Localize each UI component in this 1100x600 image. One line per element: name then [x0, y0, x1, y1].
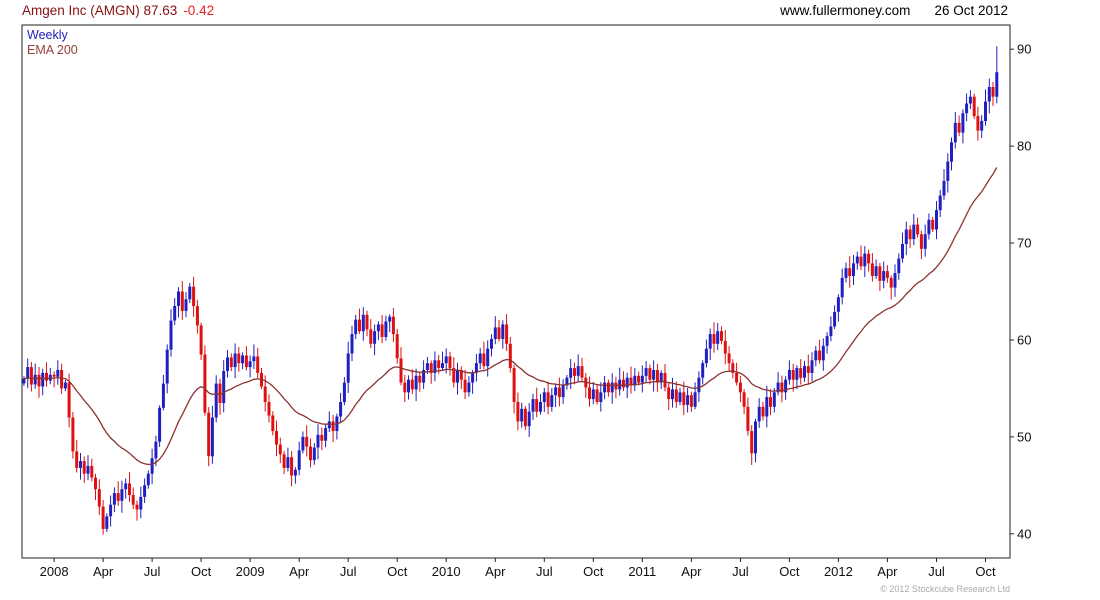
svg-text:Jul: Jul: [340, 564, 357, 579]
chart-header-left: Amgen Inc (AMGN) 87.63 -0.42: [22, 3, 214, 18]
svg-text:Apr: Apr: [681, 564, 702, 579]
svg-text:2009: 2009: [236, 564, 265, 579]
website-link[interactable]: www.fullermoney.com: [780, 3, 911, 18]
instrument-title: Amgen Inc (AMGN) 87.63: [22, 3, 178, 18]
svg-text:Oct: Oct: [975, 564, 996, 579]
svg-text:40: 40: [1017, 526, 1031, 541]
svg-text:Oct: Oct: [387, 564, 408, 579]
chart-legend: Weekly EMA 200: [27, 28, 78, 58]
svg-text:2008: 2008: [40, 564, 69, 579]
price-change: -0.42: [183, 3, 215, 18]
chart-date: 26 Oct 2012: [934, 3, 1008, 18]
svg-text:Jul: Jul: [144, 564, 161, 579]
svg-text:2011: 2011: [628, 564, 656, 579]
ema-label: EMA 200: [27, 43, 78, 57]
svg-text:Oct: Oct: [191, 564, 212, 579]
svg-text:60: 60: [1017, 333, 1031, 348]
svg-text:80: 80: [1017, 139, 1031, 154]
svg-text:90: 90: [1017, 42, 1031, 57]
svg-text:Jul: Jul: [928, 564, 945, 579]
svg-text:Apr: Apr: [877, 564, 898, 579]
x-axis: 2008 Apr Jul Oct 2009 Apr Jul Oct 2010 Apr Jul Oct 2…: [40, 558, 996, 579]
svg-text:2010: 2010: [432, 564, 461, 579]
chart-header-right: www.fullermoney.com 26 Oct 2012: [780, 3, 1008, 18]
timeframe-label: Weekly: [27, 28, 68, 42]
copyright-notice: © 2012 Stockcube Research Ltd: [880, 584, 1010, 594]
svg-text:Apr: Apr: [289, 564, 310, 579]
plot-border: [21, 24, 1011, 559]
svg-text:Jul: Jul: [536, 564, 553, 579]
ema-line: [23, 167, 998, 466]
svg-text:Apr: Apr: [93, 564, 114, 579]
candlesticks: [22, 46, 999, 535]
svg-text:2012: 2012: [824, 564, 853, 579]
svg-text:Jul: Jul: [732, 564, 749, 579]
svg-text:Oct: Oct: [583, 564, 604, 579]
svg-text:Apr: Apr: [485, 564, 506, 579]
svg-text:Oct: Oct: [779, 564, 800, 579]
svg-text:70: 70: [1017, 236, 1031, 251]
svg-text:50: 50: [1017, 429, 1031, 444]
y-axis: 40 50 60 70 80 90: [1010, 42, 1031, 541]
